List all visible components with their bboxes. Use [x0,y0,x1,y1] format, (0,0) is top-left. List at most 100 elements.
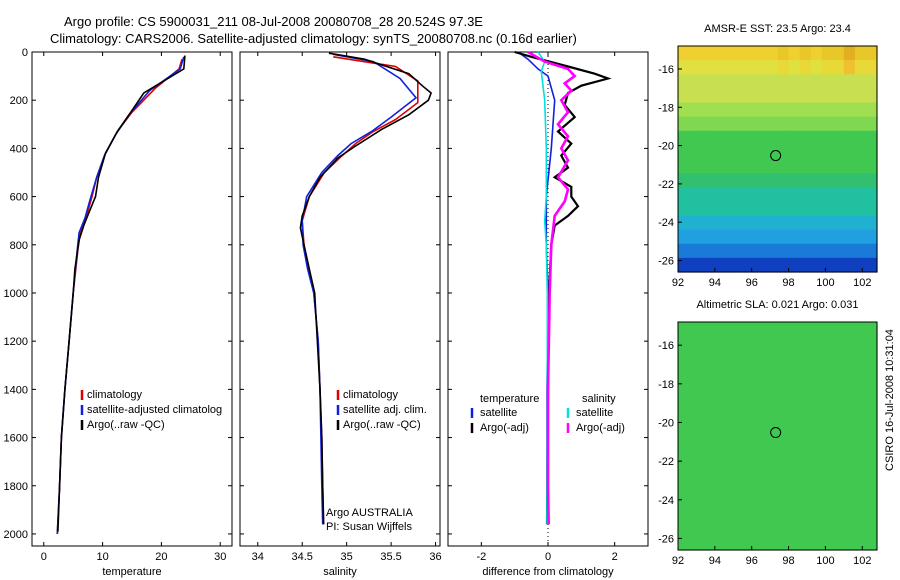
sla-map-cell [777,364,790,380]
sla-map-cell [821,393,834,409]
sla-map-cell [689,379,701,394]
sst-map-cell [799,187,812,202]
sla-map-cell [722,535,734,551]
sla-map-cell [854,521,867,537]
sst-map-cell [821,173,834,188]
sst-map-cell [689,102,701,118]
sla-map-cell [678,421,690,437]
figure-title-line1: Argo profile: CS 5900031_211 08-Jul-2008… [64,14,483,29]
sst-map-cell [689,173,701,188]
temperature-ytick-label: 600 [10,192,28,204]
sst-map-cell [722,229,734,245]
sla-map-cell [755,464,768,480]
sst-map-cell [766,74,779,89]
sst-map-cell [821,116,834,132]
sst-map-cell [777,159,790,174]
sst-map-cell [678,159,690,174]
sst-map-cell [843,130,856,146]
sla-map-cell [854,379,867,394]
sst-map-cell [843,46,856,61]
sst-map-cell [744,243,756,259]
sst-map-cell [766,215,779,231]
sst-map-cell [777,144,790,160]
sla-map-cell [755,322,768,337]
sst-map-cell [821,215,834,231]
sla-map-cell [700,464,712,480]
sst-map-cell [777,46,790,61]
sla-map-cell [843,364,856,380]
sla-map-cell [700,521,712,537]
sla-map-cell [821,436,834,451]
sst-map-cell [777,187,790,202]
sst-map-cell [711,144,723,160]
sst-map-cell [744,173,756,188]
sla-map-cell [865,379,878,394]
sla-map-cell [821,364,834,380]
sst-map-cell [711,46,723,61]
sla-map-cell [711,421,723,437]
sst-map-cell [722,173,734,188]
sst-map-xtick-label: 100 [816,277,834,289]
sst-map-cell [700,243,712,259]
sst-map-cell [799,201,812,217]
sst-map-cell [843,60,856,75]
sst-map-cell [766,243,779,259]
sla-map-cell [755,478,768,494]
sst-map-cell [733,215,745,231]
sla-map-cell [854,393,867,409]
sla-map-cell [711,379,723,394]
sst-map-cell [865,187,878,202]
sla-map-cell [711,535,723,551]
sst-map-cell [733,46,745,61]
sla-map-cell [766,322,779,337]
sst-map-cell [843,243,856,259]
sla-map-cell [722,436,734,451]
sst-map-cell [821,187,834,202]
sst-map-cell [821,243,834,259]
sla-map-cell [766,478,779,494]
sst-map-cell [821,144,834,160]
sla-map-cell [799,464,812,480]
sst-map-cell [788,229,801,245]
sst-map-cell [678,60,690,75]
difference-xtick-label: 2 [612,551,618,563]
sla-map-cell [678,478,690,494]
sst-map-cell [755,144,768,160]
sla-map-cell [810,379,823,394]
sst-map-cell [755,229,768,245]
sla-map-cell [810,521,823,537]
sst-map-cell [689,88,701,104]
sla-map-cell [854,421,867,437]
sst-map-cell [722,74,734,89]
sla-map-cell [810,507,823,523]
sla-map-cell [821,322,834,337]
sst-map-cell [733,229,745,245]
sla-map-cell [755,407,768,423]
sla-map-cell [832,464,845,480]
sla-map-cell [821,493,834,508]
sla-map-cell [711,493,723,508]
sla-map-cell [711,464,723,480]
sla-map-cell [843,521,856,537]
difference-legend-heading: temperature [480,393,539,405]
sla-map-cell [755,336,768,352]
temperature-legend-label: Argo(..raw -QC) [87,419,165,431]
sla-map-ytick-label: -22 [658,456,674,468]
sla-map-cell [766,379,779,394]
sst-map-cell [689,229,701,245]
sst-map-cell [810,229,823,245]
sla-map-cell [788,407,801,423]
sla-map-cell [865,407,878,423]
sla-map-cell [700,393,712,409]
temperature-ytick-label: 1800 [4,481,28,493]
sst-map-cell [722,116,734,132]
sst-map-cell [865,173,878,188]
sst-map-cell [689,257,701,273]
sla-map-cell [766,364,779,380]
sla-map-xtick-label: 92 [672,555,684,567]
sla-map-cell [854,464,867,480]
sst-map-ytick-label: -24 [658,217,674,229]
sst-map-cell [854,144,867,160]
temperature-xtick-label: 30 [214,551,226,563]
sst-map-cell [788,88,801,104]
